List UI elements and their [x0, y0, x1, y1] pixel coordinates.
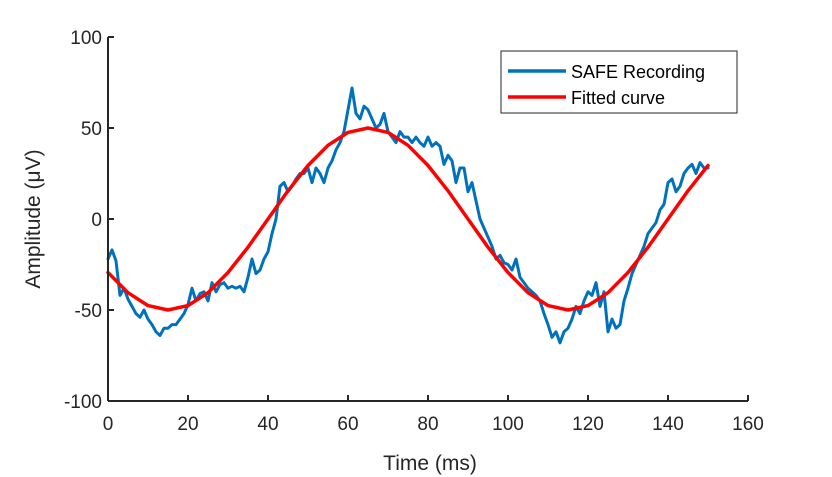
x-tick-label: 100	[492, 414, 524, 435]
axes-layer: 0 20 40 60 80 100 120 140 160 -100 -50 0 50 100	[64, 28, 764, 435]
x-axis-title: Time (ms)	[383, 452, 477, 475]
series-layer	[106, 86, 710, 345]
y-tick-label: 50	[81, 119, 102, 140]
y-tick-label: 0	[91, 210, 102, 231]
x-tick-label: 20	[177, 414, 198, 435]
y-axis-title: Amplitude (μV)	[22, 149, 45, 288]
x-tick-label: 40	[257, 414, 278, 435]
y-tick-label: -50	[75, 301, 102, 322]
x-tick-label: 0	[103, 414, 114, 435]
legend: SAFE Recording Fitted curve	[500, 50, 738, 114]
y-tick-label: -100	[64, 392, 102, 413]
x-tick-label: 140	[652, 414, 684, 435]
series-line-safe-recording	[106, 86, 710, 345]
series-line-fitted-curve	[106, 126, 710, 312]
legend-label-fitted-curve: Fitted curve	[571, 88, 665, 108]
x-tick-label: 160	[732, 414, 764, 435]
y-tick-label: 100	[70, 28, 102, 49]
x-tick-label: 120	[572, 414, 604, 435]
legend-box	[500, 50, 738, 114]
legend-label-safe-recording: SAFE Recording	[571, 62, 705, 82]
x-tick-label: 60	[337, 414, 358, 435]
x-tick-label: 80	[417, 414, 438, 435]
